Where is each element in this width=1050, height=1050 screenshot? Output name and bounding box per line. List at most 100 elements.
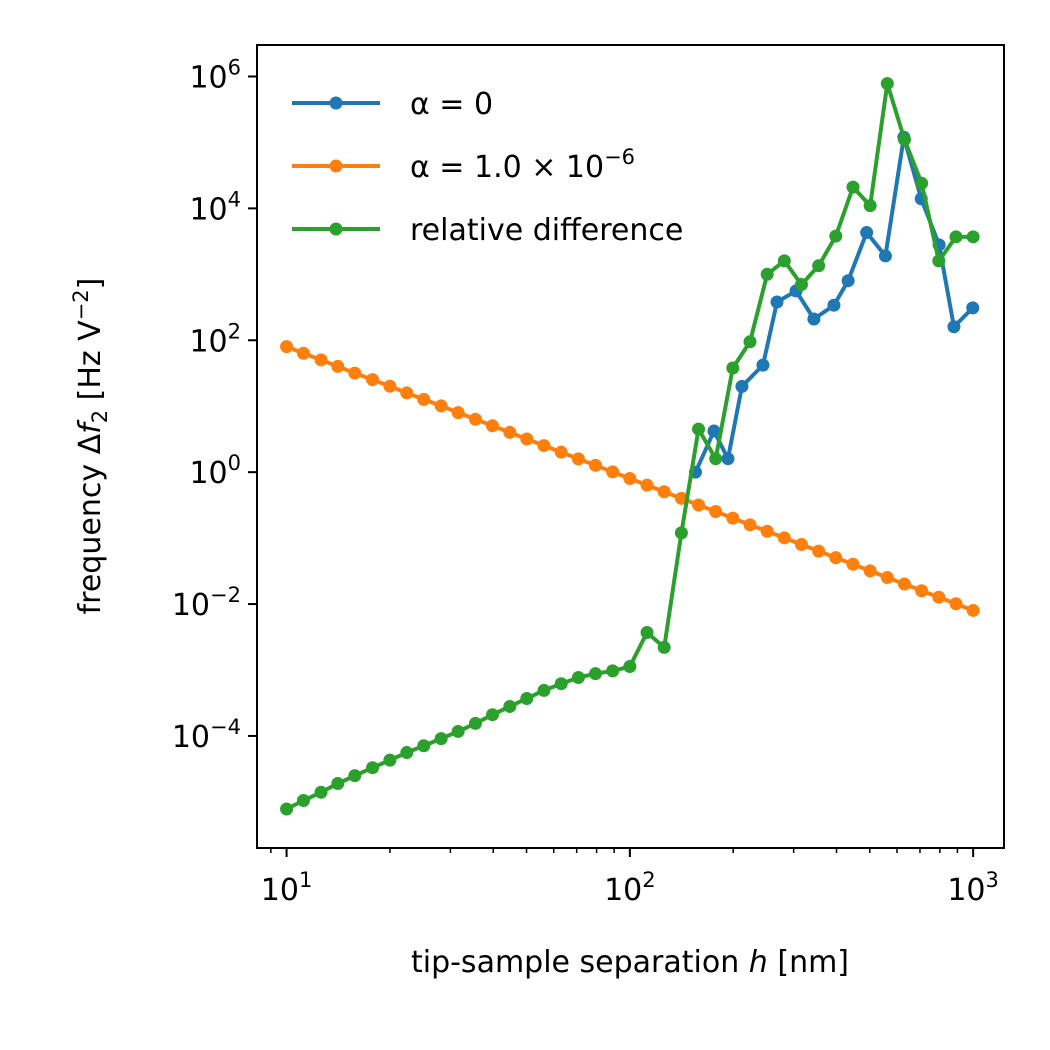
y-tick-label-1: 10−2 bbox=[172, 583, 241, 623]
series-1-point-36 bbox=[897, 577, 911, 591]
series-2-point-32 bbox=[829, 229, 843, 243]
series-2-point-17 bbox=[571, 670, 585, 684]
legend-marker-0 bbox=[329, 96, 343, 110]
series-1-point-21 bbox=[640, 478, 654, 492]
series-2-point-29 bbox=[777, 254, 791, 268]
series-2-point-34 bbox=[863, 199, 877, 213]
series-1-point-2 bbox=[314, 353, 328, 367]
x-tick-label-2: 103 bbox=[947, 868, 999, 908]
series-1-point-39 bbox=[949, 597, 963, 611]
series-0-point-7 bbox=[807, 312, 821, 326]
series-2-point-26 bbox=[726, 361, 740, 375]
series-1-point-33 bbox=[846, 557, 860, 571]
series-2-point-0 bbox=[280, 802, 294, 816]
series-2-point-20 bbox=[623, 660, 637, 674]
series-1-point-14 bbox=[520, 432, 534, 446]
series-2-point-24 bbox=[692, 422, 706, 436]
series-2-point-22 bbox=[657, 640, 671, 654]
series-2-point-40 bbox=[966, 230, 980, 244]
series-1-point-15 bbox=[537, 439, 551, 453]
series-1-point-20 bbox=[623, 472, 637, 486]
series-2-point-16 bbox=[554, 677, 568, 691]
y-axis: 10−4 10−2 100 102 104 106 bbox=[172, 55, 257, 755]
series-0-point-16 bbox=[966, 301, 980, 315]
series-0-point-15 bbox=[947, 320, 961, 334]
series-1-point-11 bbox=[468, 412, 482, 426]
series-1-point-18 bbox=[588, 458, 602, 472]
series-1-point-10 bbox=[451, 406, 465, 420]
series-0-point-1 bbox=[707, 424, 721, 438]
series-1 bbox=[280, 340, 980, 617]
series-1-point-31 bbox=[812, 544, 826, 558]
series-2-point-27 bbox=[743, 335, 757, 349]
series-1-point-26 bbox=[726, 511, 740, 525]
series-2-point-13 bbox=[503, 699, 517, 713]
series-0-point-10 bbox=[860, 226, 874, 240]
series-1-point-8 bbox=[417, 392, 431, 406]
series-2-point-19 bbox=[606, 664, 620, 678]
series-1-point-37 bbox=[915, 584, 929, 598]
series-1-point-1 bbox=[296, 346, 310, 360]
series-1-point-16 bbox=[554, 445, 568, 459]
x-axis: 101 102 103 bbox=[261, 848, 999, 908]
series-1-point-17 bbox=[571, 452, 585, 466]
legend-label-1: α = 1.0 × 10−6 bbox=[410, 145, 635, 185]
series-1-point-35 bbox=[880, 570, 894, 584]
y-tick-label-0: 10−4 bbox=[172, 715, 241, 755]
series-1-point-38 bbox=[932, 590, 946, 604]
legend-marker-2 bbox=[329, 222, 343, 236]
series-0-point-4 bbox=[756, 358, 770, 372]
legend-marker-1 bbox=[329, 159, 343, 173]
series-0-point-9 bbox=[841, 274, 855, 288]
x-tick-label-0: 101 bbox=[261, 868, 313, 908]
series-layer bbox=[280, 77, 980, 816]
series-2-point-18 bbox=[588, 667, 602, 681]
series-0-point-3 bbox=[735, 379, 749, 393]
series-2-point-6 bbox=[383, 753, 397, 767]
y-tick-label-2: 100 bbox=[189, 451, 241, 491]
series-2-point-23 bbox=[674, 526, 688, 540]
series-1-point-29 bbox=[777, 531, 791, 545]
series-0-point-2 bbox=[721, 452, 735, 466]
series-1-point-28 bbox=[760, 524, 774, 538]
series-1-point-3 bbox=[331, 359, 345, 373]
series-1-point-25 bbox=[709, 505, 723, 519]
y-tick-label-4: 104 bbox=[189, 187, 241, 227]
series-2-point-28 bbox=[760, 267, 774, 281]
series-2-point-10 bbox=[451, 724, 465, 738]
series-1-point-12 bbox=[486, 419, 500, 433]
series-0-point-8 bbox=[827, 298, 841, 312]
legend: α = 0 α = 1.0 × 10−6 relative difference bbox=[292, 87, 683, 248]
y-axis-label: frequency Δf2 [Hz V−2] bbox=[69, 278, 112, 615]
series-1-point-30 bbox=[794, 537, 808, 551]
series-1-point-13 bbox=[503, 425, 517, 439]
series-2-point-39 bbox=[949, 230, 963, 244]
series-0-point-11 bbox=[878, 249, 892, 263]
series-2-point-8 bbox=[417, 739, 431, 753]
series-2-point-4 bbox=[348, 769, 362, 783]
series-1-point-5 bbox=[366, 373, 380, 387]
series-2-point-5 bbox=[366, 761, 380, 775]
series-1-point-34 bbox=[863, 564, 877, 578]
series-2-point-15 bbox=[537, 683, 551, 697]
series-2-point-2 bbox=[314, 785, 328, 799]
series-2-point-7 bbox=[400, 746, 414, 760]
x-tick-label-1: 102 bbox=[604, 868, 656, 908]
series-1-point-27 bbox=[743, 518, 757, 532]
legend-label-0: α = 0 bbox=[410, 87, 493, 122]
series-1-point-40 bbox=[966, 603, 980, 617]
series-2-point-25 bbox=[709, 452, 723, 466]
series-2-point-14 bbox=[520, 691, 534, 705]
series-1-point-24 bbox=[692, 498, 706, 512]
x-axis-label: tip-sample separation h [nm] bbox=[411, 945, 849, 980]
series-2-point-38 bbox=[932, 254, 946, 268]
series-2-point-11 bbox=[468, 716, 482, 730]
series-2-point-35 bbox=[880, 77, 894, 91]
y-tick-label-5: 106 bbox=[189, 55, 241, 95]
series-2-point-12 bbox=[486, 708, 500, 722]
series-2-point-33 bbox=[846, 180, 860, 194]
series-2-point-36 bbox=[897, 133, 911, 147]
series-2-point-1 bbox=[296, 794, 310, 808]
series-2-point-30 bbox=[794, 278, 808, 292]
series-1-point-32 bbox=[829, 551, 843, 565]
